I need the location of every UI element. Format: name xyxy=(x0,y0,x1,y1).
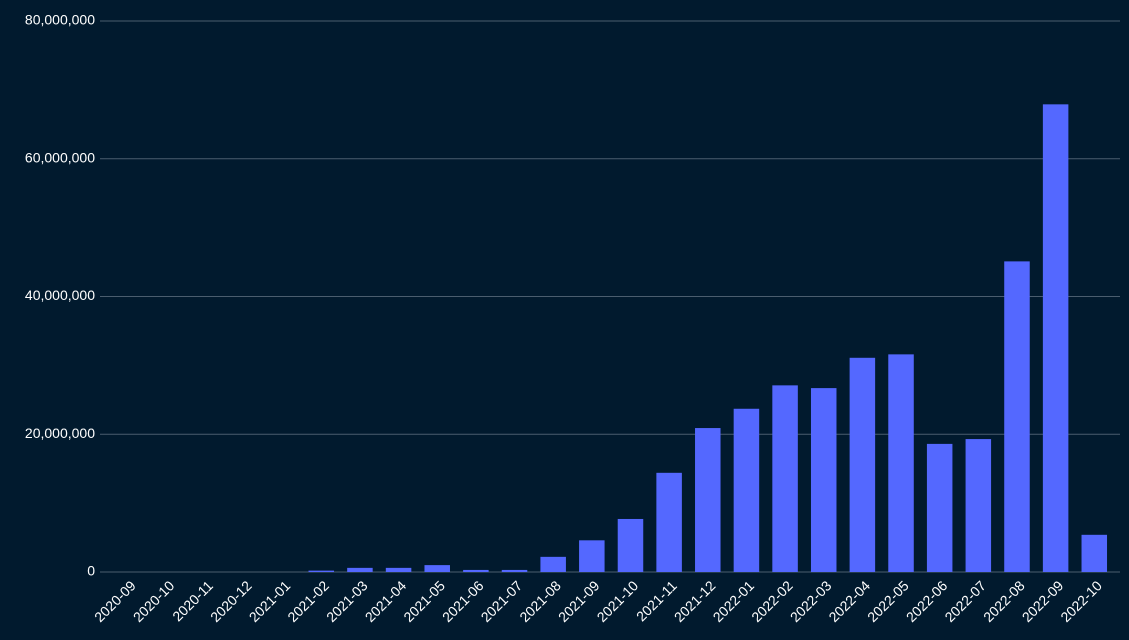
bar xyxy=(424,565,450,572)
x-tick-label: 2020-12 xyxy=(207,577,255,625)
x-tick-label: 2022-01 xyxy=(710,577,758,625)
x-tick-label: 2021-06 xyxy=(439,577,487,625)
x-tick-label: 2022-03 xyxy=(787,577,835,625)
x-tick-label: 2022-04 xyxy=(825,577,873,625)
x-tick-label: 2021-07 xyxy=(478,577,526,625)
x-tick-label: 2021-09 xyxy=(555,577,603,625)
x-tick-label: 2021-01 xyxy=(246,577,294,625)
y-tick-label: 80,000,000 xyxy=(25,12,95,28)
bar xyxy=(347,567,373,572)
bar xyxy=(772,385,798,572)
bar xyxy=(695,428,721,572)
x-tick-label: 2021-02 xyxy=(284,577,332,625)
x-tick-label: 2022-10 xyxy=(1057,577,1105,625)
x-tick-label: 2021-04 xyxy=(362,577,410,625)
x-tick-label: 2021-10 xyxy=(594,577,642,625)
x-tick-label: 2022-02 xyxy=(748,577,796,625)
x-tick-label: 2021-12 xyxy=(671,577,719,625)
bar xyxy=(579,540,605,572)
x-tick-label: 2022-07 xyxy=(941,577,989,625)
y-tick-label: 40,000,000 xyxy=(25,287,95,303)
bar xyxy=(1004,261,1030,572)
y-tick-label: 20,000,000 xyxy=(25,425,95,441)
bar xyxy=(1042,104,1069,573)
y-tick-label: 0 xyxy=(87,563,95,579)
bar xyxy=(617,518,644,572)
x-tick-label: 2021-08 xyxy=(516,577,564,625)
x-tick-label: 2021-11 xyxy=(633,577,680,624)
x-tick-label: 2022-09 xyxy=(1019,577,1067,625)
bar xyxy=(656,472,682,572)
x-tick-label: 2021-03 xyxy=(323,577,371,625)
bar xyxy=(810,388,837,572)
bar xyxy=(926,443,953,572)
bar xyxy=(463,569,489,572)
x-tick-label: 2021-05 xyxy=(400,577,448,625)
x-tick-label: 2022-05 xyxy=(864,577,912,625)
bar xyxy=(385,567,412,572)
bar xyxy=(849,357,876,572)
bar xyxy=(1081,534,1108,572)
bar xyxy=(501,569,528,572)
bar xyxy=(965,439,992,572)
x-tick-label: 2020-10 xyxy=(130,577,178,625)
x-tick-label: 2022-06 xyxy=(903,577,951,625)
bar xyxy=(308,570,335,572)
x-tick-label: 2022-08 xyxy=(980,577,1028,625)
bar xyxy=(540,556,566,572)
x-tick-label: 2020-09 xyxy=(91,577,139,625)
y-tick-label: 60,000,000 xyxy=(25,149,95,165)
bar xyxy=(888,354,914,572)
x-tick-label: 2020-11 xyxy=(169,577,216,624)
bar xyxy=(733,408,760,572)
